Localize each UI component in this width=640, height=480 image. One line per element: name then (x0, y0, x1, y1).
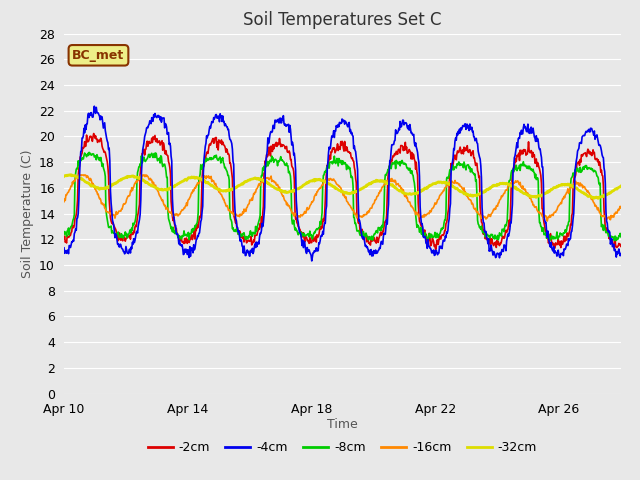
-4cm (293, 206, 301, 212)
Line: -2cm: -2cm (64, 133, 621, 250)
-2cm (617, 243, 625, 249)
-2cm (264, 154, 271, 159)
-16cm (617, 205, 625, 211)
Text: BC_met: BC_met (72, 49, 125, 62)
-32cm (376, 179, 384, 184)
-4cm (90, 103, 98, 109)
-8cm (85, 149, 93, 155)
-16cm (543, 218, 551, 224)
-8cm (60, 231, 68, 237)
-2cm (90, 131, 97, 136)
-4cm (60, 245, 68, 251)
-8cm (611, 238, 618, 243)
-8cm (192, 224, 200, 230)
-4cm (264, 148, 271, 154)
-32cm (81, 178, 88, 184)
Line: -4cm: -4cm (64, 106, 621, 261)
-8cm (80, 153, 88, 158)
-32cm (595, 195, 602, 201)
-8cm (293, 228, 301, 233)
-2cm (293, 220, 301, 226)
-2cm (60, 236, 68, 241)
-8cm (264, 158, 271, 164)
-4cm (308, 258, 316, 264)
-4cm (511, 153, 519, 159)
-32cm (293, 186, 301, 192)
-16cm (81, 172, 88, 178)
Legend: -2cm, -4cm, -8cm, -16cm, -32cm: -2cm, -4cm, -8cm, -16cm, -32cm (143, 436, 542, 459)
-16cm (60, 199, 68, 204)
-8cm (511, 168, 518, 173)
-16cm (192, 185, 200, 191)
-4cm (192, 241, 200, 247)
Y-axis label: Soil Temperature (C): Soil Temperature (C) (20, 149, 33, 278)
-2cm (511, 156, 519, 161)
-8cm (617, 234, 625, 240)
-4cm (377, 240, 385, 246)
Line: -32cm: -32cm (64, 175, 621, 198)
-2cm (376, 231, 384, 237)
-32cm (264, 180, 271, 185)
-2cm (80, 144, 88, 150)
-16cm (293, 212, 301, 217)
-32cm (67, 172, 75, 178)
-4cm (80, 125, 88, 131)
Line: -16cm: -16cm (64, 175, 621, 221)
-8cm (376, 228, 384, 233)
-16cm (511, 180, 518, 186)
-16cm (264, 176, 271, 181)
-16cm (75, 172, 83, 178)
-32cm (617, 183, 625, 189)
-2cm (192, 226, 200, 231)
-32cm (192, 175, 200, 180)
-2cm (432, 247, 440, 252)
-32cm (60, 174, 68, 180)
-16cm (376, 188, 384, 193)
Line: -8cm: -8cm (64, 152, 621, 240)
Title: Soil Temperatures Set C: Soil Temperatures Set C (243, 11, 442, 29)
X-axis label: Time: Time (327, 419, 358, 432)
-4cm (617, 251, 625, 257)
-32cm (511, 184, 518, 190)
